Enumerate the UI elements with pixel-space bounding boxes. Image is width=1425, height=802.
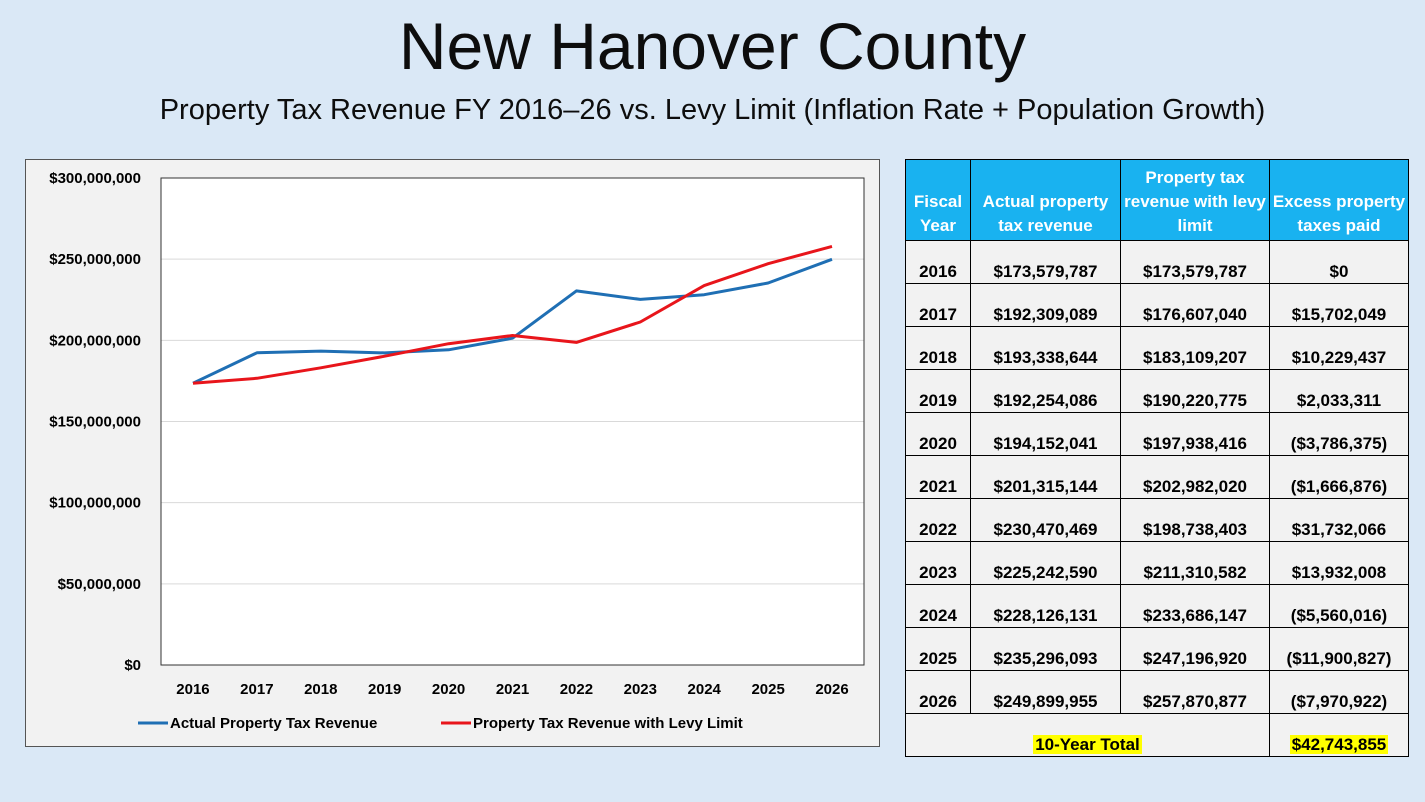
x-tick-label: 2025 — [751, 681, 784, 698]
y-tick-label: $0 — [124, 657, 141, 674]
cell-excess: ($7,970,922) — [1269, 670, 1409, 714]
header-levy-limit-revenue: Property tax revenue with levy limit — [1120, 159, 1270, 241]
cell-levy: $211,310,582 — [1120, 541, 1270, 585]
cell-actual: $230,470,469 — [970, 498, 1121, 542]
y-tick-label: $100,000,000 — [49, 495, 141, 512]
cell-excess: ($5,560,016) — [1269, 584, 1409, 628]
cell-year: 2020 — [905, 412, 971, 456]
cell-excess: $10,229,437 — [1269, 326, 1409, 370]
cell-year: 2016 — [905, 240, 971, 284]
cell-actual: $225,242,590 — [970, 541, 1121, 585]
total-label: 10-Year Total — [1033, 735, 1142, 754]
cell-year: 2023 — [905, 541, 971, 585]
page-title: New Hanover County — [398, 9, 1027, 83]
header-fiscal-year: Fiscal Year — [905, 159, 971, 241]
x-tick-label: 2021 — [496, 681, 529, 698]
table-row: 2026 $249,899,955 $257,870,877 ($7,970,9… — [905, 670, 1409, 714]
x-tick-label: 2018 — [304, 681, 337, 698]
cell-actual: $228,126,131 — [970, 584, 1121, 628]
table-row: 2020 $194,152,041 $197,938,416 ($3,786,3… — [905, 412, 1409, 456]
line-chart: $0 $50,000,000 $100,000,000 $150,000,000 $20… — [49, 170, 865, 732]
cell-levy: $257,870,877 — [1120, 670, 1270, 714]
total-value: $42,743,855 — [1289, 735, 1389, 754]
cell-actual: $235,296,093 — [970, 627, 1121, 671]
cell-excess: $15,702,049 — [1269, 283, 1409, 327]
table-row: 2024 $228,126,131 $233,686,147 ($5,560,0… — [905, 584, 1409, 628]
cell-year: 2021 — [905, 455, 971, 499]
legend-label: Actual Property Tax Revenue — [170, 715, 377, 732]
cell-levy: $197,938,416 — [1120, 412, 1270, 456]
cell-actual: $201,315,144 — [970, 455, 1121, 499]
cell-excess: $2,033,311 — [1269, 369, 1409, 413]
cell-year: 2019 — [905, 369, 971, 413]
cell-year: 2018 — [905, 326, 971, 370]
cell-actual: $249,899,955 — [970, 670, 1121, 714]
x-tick-label: 2026 — [815, 681, 848, 698]
table-row: 2017 $192,309,089 $176,607,040 $15,702,0… — [905, 283, 1409, 327]
total-label-cell: 10-Year Total — [905, 713, 1270, 757]
cell-excess: ($1,666,876) — [1269, 455, 1409, 499]
y-tick-label: $200,000,000 — [49, 332, 141, 349]
plot-border — [160, 177, 865, 666]
cell-excess: $13,932,008 — [1269, 541, 1409, 585]
cell-year: 2025 — [905, 627, 971, 671]
table-row: 2016 $173,579,787 $173,579,787 $0 — [905, 240, 1409, 284]
page-subtitle: Property Tax Revenue FY 2016–26 vs. Levy… — [159, 94, 1266, 126]
total-value-cell: $42,743,855 — [1269, 713, 1409, 757]
header-excess-taxes: Excess property taxes paid — [1269, 159, 1409, 241]
cell-excess: $31,732,066 — [1269, 498, 1409, 542]
cell-excess: ($11,900,827) — [1269, 627, 1409, 671]
cell-levy: $198,738,403 — [1120, 498, 1270, 542]
cell-levy: $176,607,040 — [1120, 283, 1270, 327]
cell-actual: $192,309,089 — [970, 283, 1121, 327]
x-tick-label: 2024 — [688, 681, 722, 698]
cell-actual: $194,152,041 — [970, 412, 1121, 456]
x-tick-label: 2016 — [176, 681, 209, 698]
cell-actual: $193,338,644 — [970, 326, 1121, 370]
cell-year: 2022 — [905, 498, 971, 542]
x-tick-label: 2023 — [624, 681, 657, 698]
table-row: 2019 $192,254,086 $190,220,775 $2,033,31… — [905, 369, 1409, 413]
revenue-table: Fiscal Year Actual property tax revenue … — [905, 159, 1409, 757]
cell-year: 2026 — [905, 670, 971, 714]
cell-excess: ($3,786,375) — [1269, 412, 1409, 456]
table-row: 2021 $201,315,144 $202,982,020 ($1,666,8… — [905, 455, 1409, 499]
table-row: 2025 $235,296,093 $247,196,920 ($11,900,… — [905, 627, 1409, 671]
x-tick-label: 2019 — [368, 681, 401, 698]
cell-levy: $173,579,787 — [1120, 240, 1270, 284]
cell-levy: $183,109,207 — [1120, 326, 1270, 370]
cell-levy: $233,686,147 — [1120, 584, 1270, 628]
legend-label: Property Tax Revenue with Levy Limit — [473, 715, 743, 732]
x-tick-label: 2022 — [560, 681, 593, 698]
table-row: 2022 $230,470,469 $198,738,403 $31,732,0… — [905, 498, 1409, 542]
cell-levy: $202,982,020 — [1120, 455, 1270, 499]
header-actual-revenue: Actual property tax revenue — [970, 159, 1121, 241]
cell-actual: $192,254,086 — [970, 369, 1121, 413]
table-row: 2023 $225,242,590 $211,310,582 $13,932,0… — [905, 541, 1409, 585]
x-tick-label: 2020 — [432, 681, 465, 698]
cell-actual: $173,579,787 — [970, 240, 1121, 284]
y-tick-label: $50,000,000 — [58, 576, 141, 593]
cell-excess: $0 — [1269, 240, 1409, 284]
y-tick-label: $300,000,000 — [49, 170, 141, 187]
cell-year: 2017 — [905, 283, 971, 327]
table-header-row: Fiscal Year Actual property tax revenue … — [905, 159, 1409, 241]
cell-levy: $247,196,920 — [1120, 627, 1270, 671]
x-tick-label: 2017 — [240, 681, 273, 698]
table-total-row: 10-Year Total $42,743,855 — [905, 713, 1409, 757]
table-row: 2018 $193,338,644 $183,109,207 $10,229,4… — [905, 326, 1409, 370]
chart-panel: $0 $50,000,000 $100,000,000 $150,000,000 $20… — [25, 159, 880, 747]
y-tick-label: $250,000,000 — [49, 251, 141, 268]
cell-levy: $190,220,775 — [1120, 369, 1270, 413]
y-tick-label: $150,000,000 — [49, 414, 141, 431]
cell-year: 2024 — [905, 584, 971, 628]
